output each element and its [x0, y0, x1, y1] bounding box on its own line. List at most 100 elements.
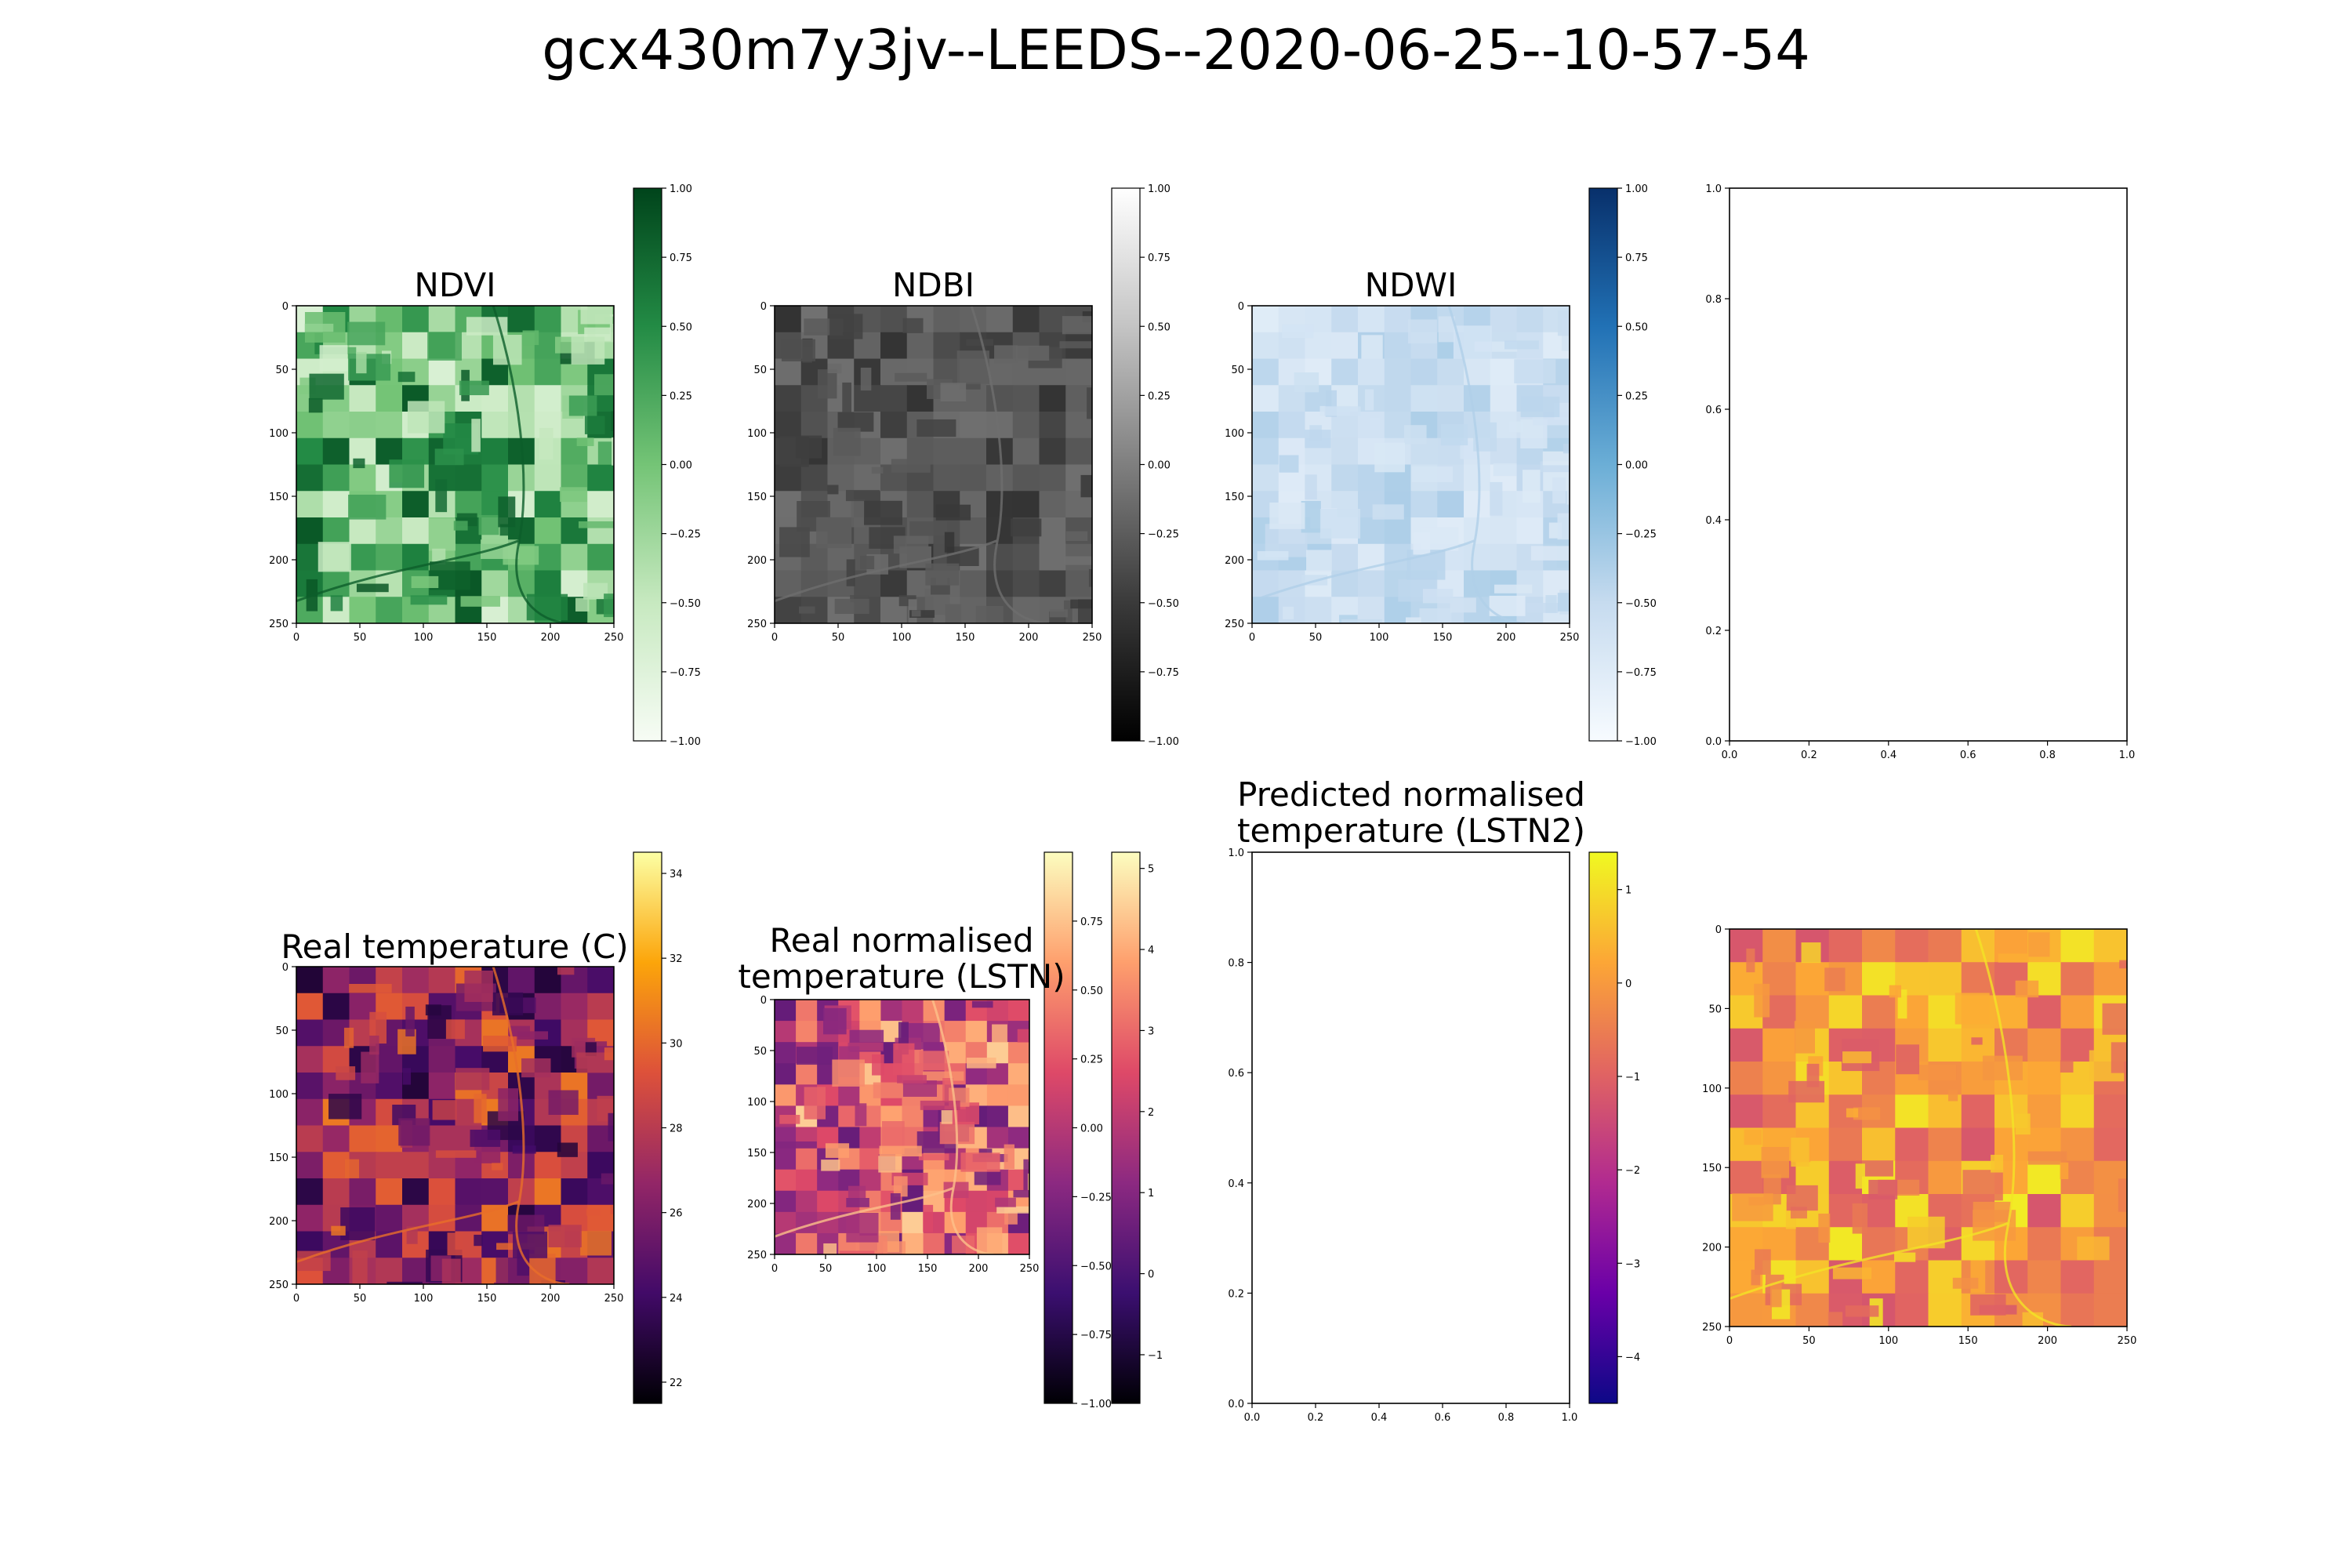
image-patch	[795, 435, 822, 459]
image-patch	[945, 604, 962, 623]
colorbar-tick-label: 0	[1148, 1269, 1154, 1281]
image-cell	[561, 1178, 589, 1206]
image-cell	[1516, 517, 1544, 545]
image-cell	[775, 385, 802, 412]
image-cell	[296, 1019, 324, 1047]
axes-frame	[1251, 851, 1570, 1404]
image-cell	[2027, 1028, 2062, 1062]
image-patch	[405, 1006, 415, 1036]
image-cell	[481, 570, 509, 598]
image-cell	[880, 385, 908, 412]
image-patch	[492, 992, 524, 1016]
image-patch	[336, 1066, 356, 1080]
colorbar-tick-label: 0.75	[1148, 252, 1171, 264]
image-cell	[1331, 306, 1359, 333]
x-tick-label: 0.4	[1880, 750, 1896, 761]
image-cell	[1928, 1260, 1962, 1294]
image-cell	[322, 517, 350, 545]
y-tick-label: 200	[747, 1199, 767, 1210]
image-patch	[308, 397, 323, 413]
panels: 0 50 100 150 200 250050100150200250NDVI1.000.…	[269, 183, 2136, 1424]
x-tick-label: 100	[1878, 1335, 1898, 1347]
image-cell	[1012, 306, 1040, 333]
image-patch	[1490, 481, 1503, 516]
image-cell	[1007, 1000, 1029, 1022]
image-cell	[322, 491, 350, 518]
image-patch	[340, 1207, 376, 1240]
y-tick-label: 0	[760, 995, 767, 1007]
image-patch	[1824, 967, 1846, 992]
image-patch	[848, 1042, 884, 1051]
image-patch	[834, 598, 869, 615]
image-patch	[779, 1115, 800, 1124]
image-cell	[376, 1152, 403, 1179]
image-patch	[309, 373, 344, 400]
image-cell	[587, 464, 614, 492]
image-cell	[296, 1046, 324, 1073]
image-patch	[1982, 1055, 2023, 1080]
panel-ndwi: 0 50 100 150 200 250 0 50 100 150 200 250 NDWI 1.00 0.…	[1225, 183, 1657, 748]
image-cell	[322, 967, 350, 994]
image-patch	[453, 521, 468, 531]
image-cell	[2027, 1094, 2062, 1129]
image-cell	[1384, 306, 1412, 333]
image-cell	[1331, 437, 1359, 466]
image-patch	[891, 459, 931, 473]
image-patch	[304, 323, 334, 332]
image-patch	[1557, 310, 1570, 336]
image-cell	[1828, 995, 1863, 1029]
image-patch	[1889, 985, 1902, 998]
image-cell	[1007, 1063, 1029, 1086]
colorbar	[1111, 187, 1141, 742]
image-patch	[848, 1185, 866, 1199]
image-patch	[1566, 485, 1570, 505]
image-patch	[902, 1080, 937, 1097]
image-cell	[508, 464, 535, 492]
colorbar-tick-label: −1	[1148, 1350, 1163, 1362]
panel-pred-image: 0 50 100 150 200 250 0 50 100 150 200 250	[1702, 924, 2136, 1347]
image-cell	[1961, 1127, 1995, 1162]
image-patch	[1404, 425, 1427, 445]
image-cell	[1012, 570, 1040, 598]
image-road	[1252, 539, 1475, 603]
image-cell	[838, 1084, 861, 1107]
image-cell	[455, 464, 483, 492]
image-cell	[817, 1211, 840, 1234]
image-cell	[1437, 491, 1465, 518]
image-road	[775, 539, 998, 603]
panel-title-line: temperature (LSTN2)	[1237, 811, 1585, 850]
image-cell	[534, 543, 562, 572]
image-patch	[1755, 1249, 1771, 1275]
colorbar-tick-label: 1.00	[1625, 183, 1648, 195]
image-cell	[923, 1232, 946, 1254]
image-cell	[428, 1073, 456, 1100]
y-tick-label: 1.0	[1705, 183, 1722, 195]
x-tick-label: 50	[354, 632, 367, 644]
image-patch	[580, 1231, 612, 1256]
image-patch	[971, 1000, 993, 1008]
image-patch	[1828, 1312, 1843, 1327]
image-patch	[860, 556, 875, 570]
image-patch	[855, 1103, 867, 1127]
colorbar-tick-label: −0.75	[1148, 667, 1179, 679]
image-cell	[1928, 1028, 1962, 1062]
image-patch	[1952, 1277, 1979, 1289]
colorbar-tick-label: 0.25	[670, 390, 692, 402]
image-cell	[534, 1125, 562, 1153]
image-patch	[781, 339, 816, 361]
image-cell	[296, 1204, 324, 1232]
image-cell	[402, 967, 430, 994]
image-patch	[1853, 1107, 1881, 1120]
colorbar-tick-label: 0.25	[1148, 390, 1171, 402]
image-cell	[296, 1073, 324, 1100]
x-tick-label: 150	[956, 632, 975, 644]
image-patch	[1523, 470, 1541, 503]
image-patch	[478, 514, 499, 535]
image-patch	[390, 465, 403, 483]
image-patch	[410, 595, 448, 605]
image-patch	[860, 367, 872, 391]
image-cell	[349, 1125, 377, 1153]
image-cell	[1730, 1062, 1764, 1096]
image-cell	[775, 1021, 797, 1044]
colorbar-tick-label: 24	[670, 1293, 683, 1305]
